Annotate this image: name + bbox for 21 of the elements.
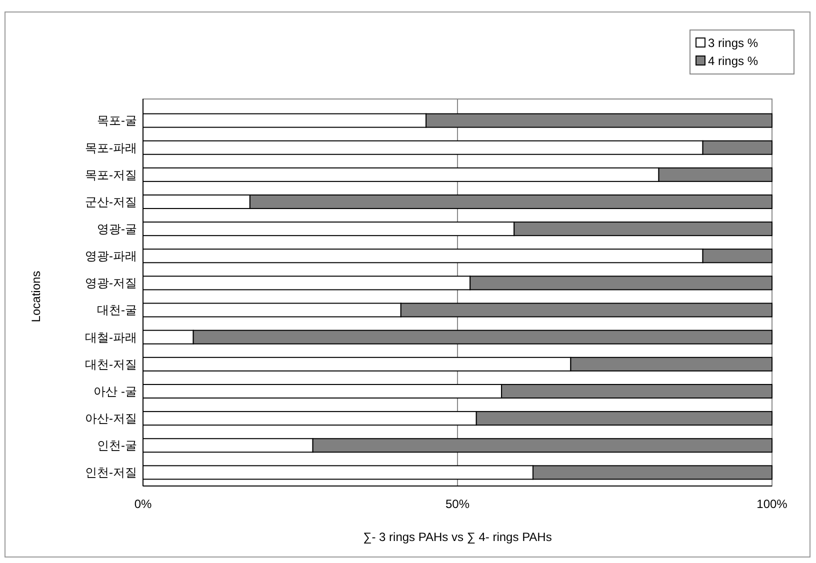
- y-tick-label: 영광-굴: [97, 222, 137, 236]
- x-tick-label: 50%: [445, 497, 470, 511]
- y-tick-label: 인천-굴: [97, 438, 137, 453]
- y-tick-label: 아산-저질: [85, 412, 137, 426]
- y-tick-label: 목포-파래: [85, 140, 137, 155]
- legend-label: 3 rings %: [708, 36, 758, 50]
- y-tick-label: 대천-저질: [85, 357, 137, 372]
- y-tick-label: 목포-저질: [85, 168, 137, 182]
- x-tick-label: 100%: [756, 497, 788, 511]
- x-axis-title: ∑- 3 rings PAHs vs ∑ 4- rings PAHs: [363, 530, 552, 544]
- y-tick-label: 아산 -굴: [94, 384, 137, 398]
- y-tick-label: 영광-파래: [85, 249, 137, 264]
- y-tick-label: 목포-굴: [97, 114, 137, 128]
- legend-label: 4 rings %: [708, 54, 758, 68]
- y-tick-label: 군산-저질: [85, 194, 137, 209]
- y-tick-label: 대천-굴: [97, 303, 137, 318]
- y-axis-title: Locations: [29, 270, 43, 322]
- x-tick-label: 0%: [134, 497, 152, 511]
- y-tick-label: 인천-저질: [85, 466, 137, 480]
- y-tick-label: 대철-파래: [85, 330, 137, 344]
- y-tick-label: 영광-저질: [85, 276, 137, 290]
